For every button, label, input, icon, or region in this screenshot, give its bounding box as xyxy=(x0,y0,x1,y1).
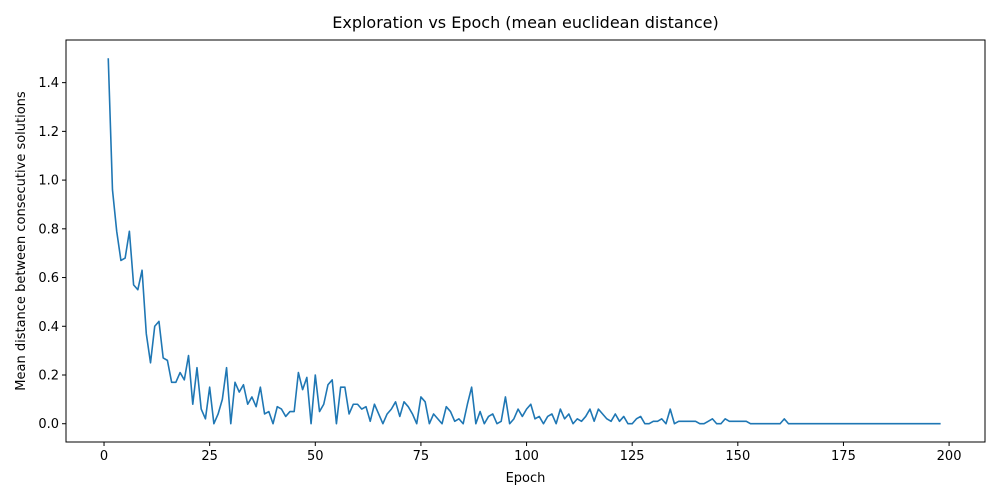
series-line-0 xyxy=(107,58,941,425)
x-axis-label: Epoch xyxy=(506,471,546,486)
x-tick-label: 25 xyxy=(201,449,218,464)
x-tick-label: 75 xyxy=(413,449,430,464)
y-tick-label: 1.0 xyxy=(38,174,59,189)
y-tick-label: 0.8 xyxy=(38,222,59,237)
x-tick-label: 175 xyxy=(831,449,856,464)
plot-area xyxy=(65,39,986,443)
chart-title: Exploration vs Epoch (mean euclidean dis… xyxy=(332,13,719,32)
y-tick-label: 0.6 xyxy=(38,271,59,286)
x-tick-label: 200 xyxy=(937,449,962,464)
x-tick-label: 125 xyxy=(620,449,645,464)
x-tick-label: 0 xyxy=(100,449,108,464)
x-tick-label: 50 xyxy=(307,449,324,464)
y-axis: 0.0 0.2 0.4 0.6 0.8 1.0 1.2 1.4 xyxy=(38,76,66,432)
x-tick-label: 150 xyxy=(725,449,750,464)
y-tick-label: 1.4 xyxy=(38,76,59,91)
y-tick-label: 0.4 xyxy=(38,320,59,335)
series-layer xyxy=(107,58,941,425)
y-tick-label: 0.0 xyxy=(38,417,59,432)
axes-frame xyxy=(65,39,986,443)
y-tick-label: 1.2 xyxy=(38,125,59,140)
y-axis-label: Mean distance between consecutive soluti… xyxy=(14,91,29,391)
y-tick-label: 0.2 xyxy=(38,369,59,384)
x-axis: 0 25 50 75 100 125 150 175 200 xyxy=(100,442,962,464)
x-tick-label: 100 xyxy=(514,449,539,464)
